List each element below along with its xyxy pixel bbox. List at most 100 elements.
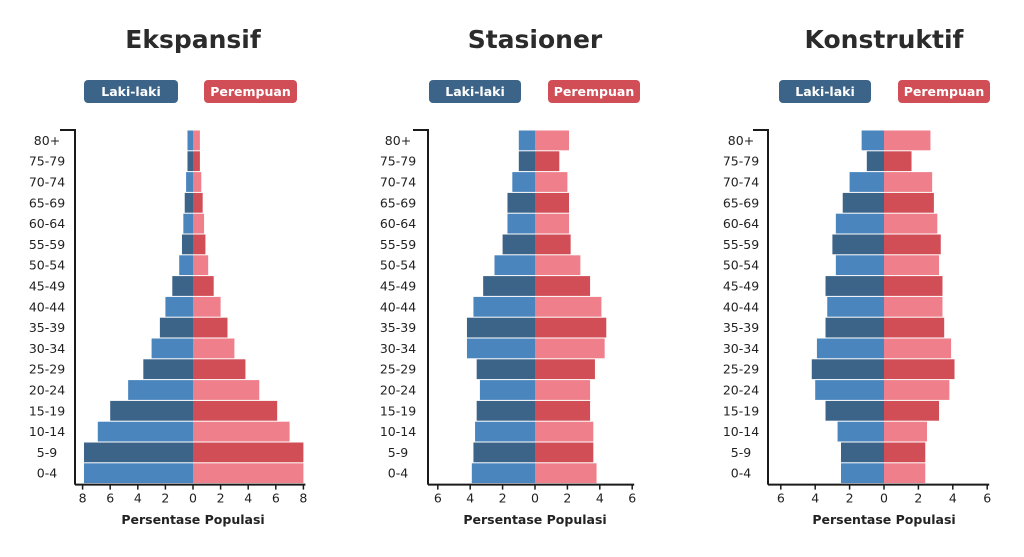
x-tick-label: 6 (434, 491, 442, 506)
bar-female-75-79 (193, 151, 200, 172)
age-label-0-4: 0-4 (37, 466, 57, 481)
bar-female-80+ (535, 130, 570, 151)
bar-male-45-49 (825, 276, 884, 296)
bar-male-15-19 (825, 400, 884, 421)
age-label-35-39: 35-39 (29, 320, 65, 335)
bar-male-30-34 (151, 338, 193, 359)
bar-female-55-59 (535, 234, 571, 255)
age-label-5-9: 5-9 (731, 445, 751, 460)
bar-male-60-64 (507, 213, 535, 234)
bar-female-0-4 (193, 463, 304, 484)
bar-female-20-24 (193, 380, 260, 400)
age-label-75-79: 75-79 (380, 154, 416, 169)
legend-female-label: Perempuan (904, 84, 985, 99)
x-tick-label: 0 (880, 491, 888, 506)
x-tick-label: 2 (563, 491, 571, 506)
age-label-20-24: 20-24 (723, 383, 759, 398)
age-label-10-14: 10-14 (29, 424, 65, 439)
bar-male-65-69 (184, 192, 193, 213)
bar-male-80+ (187, 130, 193, 151)
bar-male-35-39 (159, 317, 193, 338)
x-tick-label: 6 (983, 491, 991, 506)
y-axis-line (60, 129, 76, 485)
age-label-70-74: 70-74 (29, 175, 65, 190)
age-label-20-24: 20-24 (380, 383, 416, 398)
bar-female-45-49 (535, 276, 591, 296)
bar-female-35-39 (193, 317, 228, 338)
bar-female-80+ (884, 130, 931, 151)
bar-female-15-19 (535, 400, 591, 421)
bar-male-80+ (518, 130, 535, 151)
age-label-45-49: 45-49 (380, 279, 416, 294)
bar-male-60-64 (183, 213, 193, 234)
age-label-50-54: 50-54 (380, 258, 416, 273)
bar-female-10-14 (193, 421, 290, 442)
legend-female-swatch (204, 80, 297, 103)
bar-female-70-74 (193, 172, 202, 192)
bar-male-65-69 (507, 192, 535, 213)
bar-male-25-29 (476, 359, 535, 380)
age-label-5-9: 5-9 (37, 445, 57, 460)
bar-male-5-9 (841, 442, 884, 463)
bar-male-5-9 (83, 442, 193, 463)
bar-male-50-54 (179, 255, 193, 276)
bar-female-65-69 (193, 192, 203, 213)
x-tick-label: 2 (914, 491, 922, 506)
age-label-80+: 80+ (385, 133, 411, 148)
x-tick-label: 8 (299, 491, 307, 506)
bar-male-80+ (861, 130, 884, 151)
bar-female-5-9 (535, 442, 594, 463)
x-axis-label: Persentase Populasi (463, 512, 606, 527)
age-label-15-19: 15-19 (380, 403, 416, 418)
chart-title: Stasioner (468, 25, 603, 54)
x-tick-label: 4 (466, 491, 474, 506)
age-label-80+: 80+ (728, 133, 754, 148)
bar-female-60-64 (535, 213, 570, 234)
age-label-20-24: 20-24 (29, 383, 65, 398)
age-label-70-74: 70-74 (723, 175, 759, 190)
bar-female-30-34 (884, 338, 952, 359)
legend-female-swatch (898, 80, 990, 103)
legend-male-label: Laki-laki (445, 84, 505, 99)
age-label-15-19: 15-19 (723, 403, 759, 418)
x-tick-label: 2 (499, 491, 507, 506)
bar-female-50-54 (535, 255, 581, 276)
bar-female-5-9 (193, 442, 304, 463)
age-label-0-4: 0-4 (731, 466, 751, 481)
legend-male-label: Laki-laki (795, 84, 855, 99)
age-label-75-79: 75-79 (723, 154, 759, 169)
bar-male-25-29 (143, 359, 193, 380)
bar-male-50-54 (835, 255, 884, 276)
x-tick-label: 4 (949, 491, 957, 506)
age-label-45-49: 45-49 (723, 279, 759, 294)
age-label-50-54: 50-54 (723, 258, 759, 273)
bar-female-10-14 (535, 421, 594, 442)
age-label-60-64: 60-64 (723, 216, 759, 231)
bar-female-55-59 (884, 234, 941, 255)
x-tick-label: 6 (106, 491, 114, 506)
bar-male-20-24 (815, 380, 884, 400)
bar-male-10-14 (475, 421, 535, 442)
bar-female-35-39 (535, 317, 607, 338)
age-label-80+: 80+ (34, 133, 60, 148)
bar-male-20-24 (479, 380, 535, 400)
bar-female-15-19 (193, 400, 278, 421)
bar-male-75-79 (518, 151, 535, 172)
legend-female-swatch (548, 80, 640, 103)
x-tick-label: 2 (846, 491, 854, 506)
age-label-45-49: 45-49 (29, 279, 65, 294)
x-tick-label: 0 (531, 491, 539, 506)
bar-female-60-64 (193, 213, 205, 234)
age-label-75-79: 75-79 (29, 154, 65, 169)
bar-female-5-9 (884, 442, 926, 463)
x-tick-label: 2 (161, 491, 169, 506)
bar-female-45-49 (884, 276, 943, 296)
bar-female-0-4 (884, 463, 926, 484)
bar-male-75-79 (866, 151, 884, 172)
bar-female-35-39 (884, 317, 945, 338)
pyramid-ekspansif: Ekspansif Laki-laki Perempuan 0-4 5-9 10-14 15… (29, 25, 308, 527)
bar-male-25-29 (811, 359, 884, 380)
age-label-35-39: 35-39 (723, 320, 759, 335)
bar-female-50-54 (193, 255, 209, 276)
bar-female-20-24 (535, 380, 591, 400)
